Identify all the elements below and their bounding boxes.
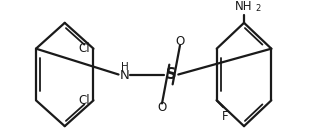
Text: O: O bbox=[175, 35, 185, 48]
Text: Cl: Cl bbox=[78, 94, 90, 107]
Text: N: N bbox=[120, 69, 129, 82]
Text: H: H bbox=[121, 62, 128, 72]
Text: F: F bbox=[222, 110, 228, 123]
Text: Cl: Cl bbox=[78, 42, 90, 55]
Text: O: O bbox=[157, 101, 167, 114]
Text: S: S bbox=[166, 67, 176, 82]
Text: NH: NH bbox=[235, 0, 253, 13]
Text: 2: 2 bbox=[255, 4, 261, 13]
